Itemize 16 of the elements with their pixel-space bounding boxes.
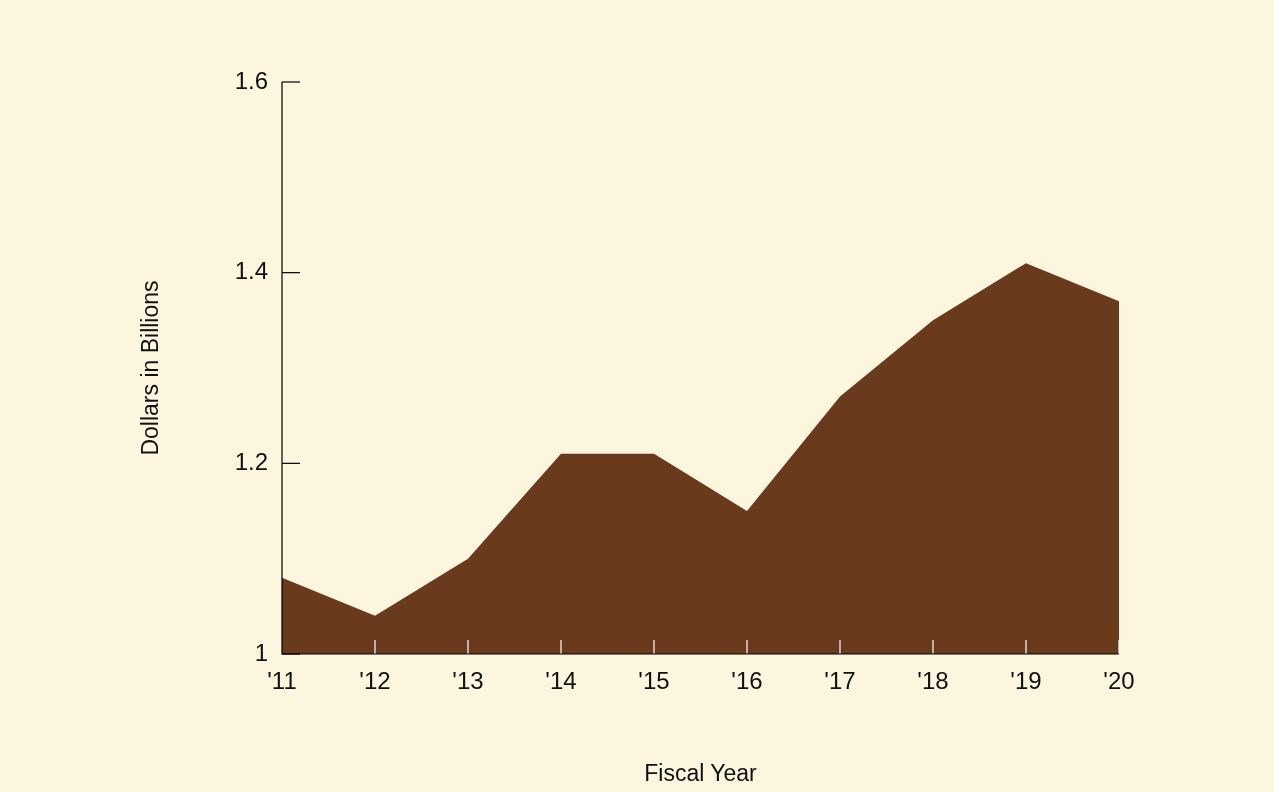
y-tick-label: 1.2 xyxy=(234,447,268,475)
x-tick-label: '17 xyxy=(824,667,856,695)
y-tick-label: 1 xyxy=(254,638,268,666)
y-tick-label: 1.6 xyxy=(234,66,268,94)
x-tick-label: '19 xyxy=(1010,667,1042,695)
x-tick-label: '14 xyxy=(545,667,577,695)
x-tick-label: '13 xyxy=(452,667,484,695)
y-axis-title: Dollars in Billions xyxy=(137,280,164,456)
x-tick-label: '11 xyxy=(267,667,297,695)
x-axis-title: Fiscal Year xyxy=(644,759,758,786)
x-tick-label: '15 xyxy=(638,667,670,695)
x-tick-label: '18 xyxy=(917,667,949,695)
x-tick-label: '16 xyxy=(731,667,763,695)
x-tick-label: '20 xyxy=(1103,667,1135,695)
y-tick-label: 1.4 xyxy=(234,257,268,285)
x-tick-label: '12 xyxy=(359,667,391,695)
